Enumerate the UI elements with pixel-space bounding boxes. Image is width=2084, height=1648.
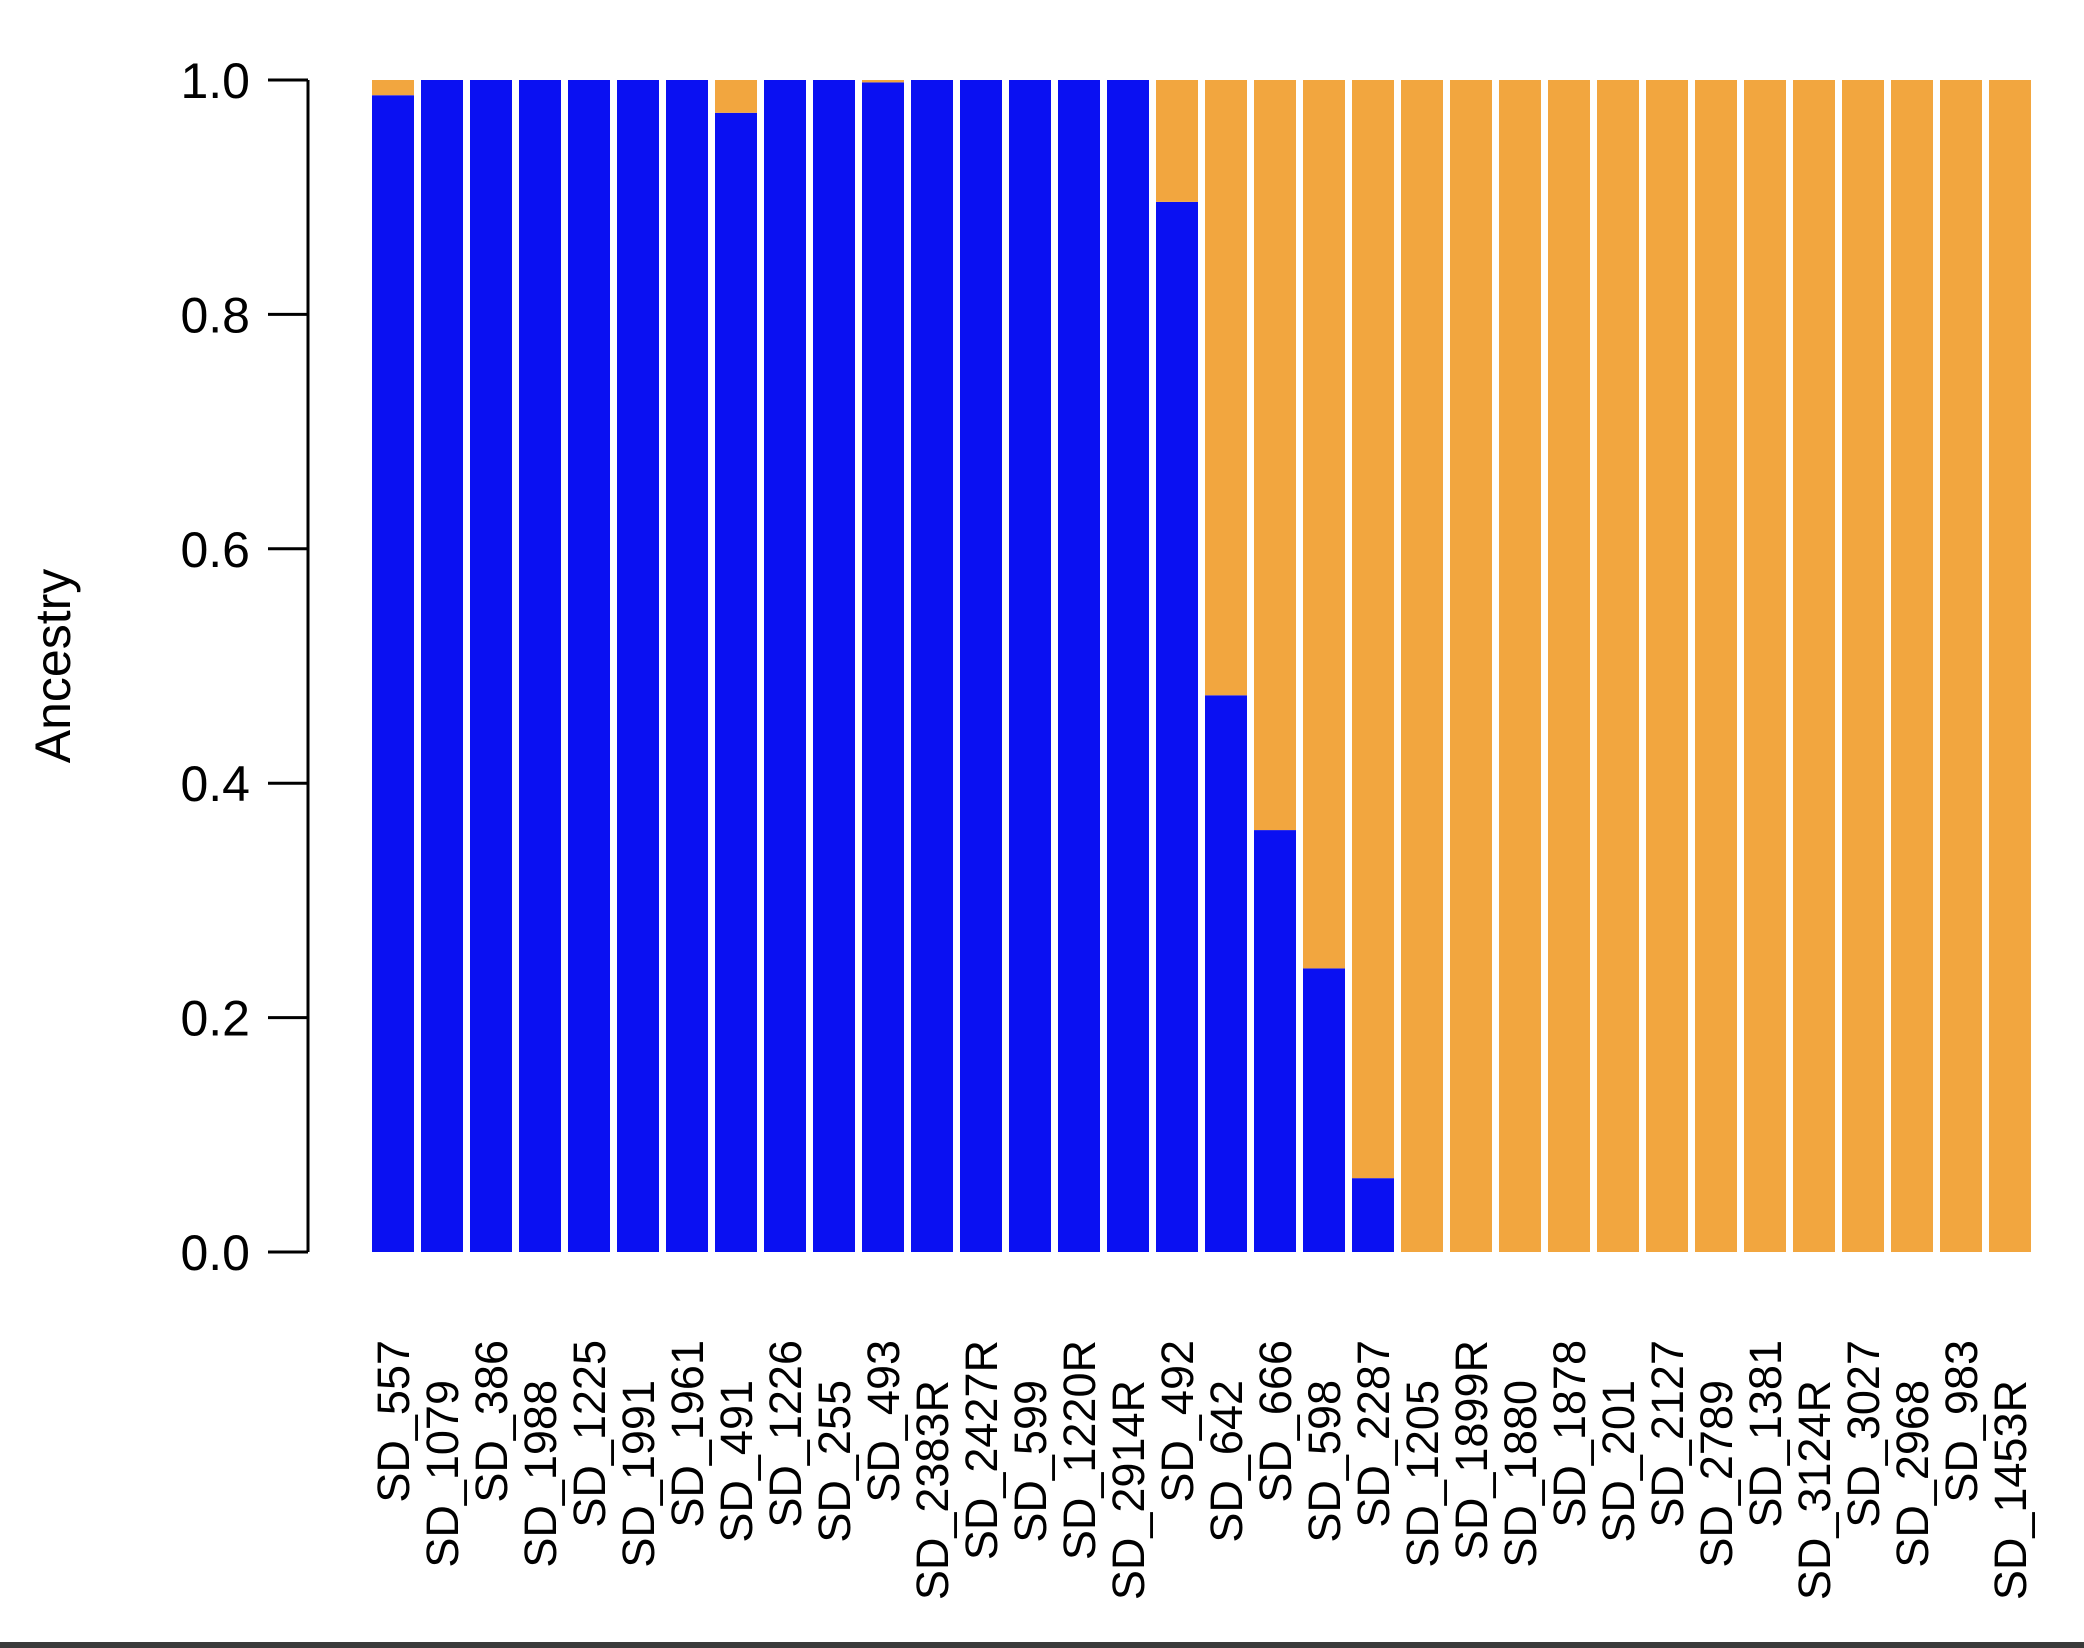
bar-segment-SD_557-s1 xyxy=(372,95,414,1253)
x-tick-label: SD_557 xyxy=(368,1340,419,1503)
bar-segment-SD_386-s1 xyxy=(470,80,512,1252)
bar-segment-SD_1988-s1 xyxy=(519,80,561,1252)
x-tick-label: SD_1991 xyxy=(613,1380,664,1568)
bar-segment-SD_2287-s1 xyxy=(1352,1178,1394,1252)
x-tick-label: SD_666 xyxy=(1250,1340,1301,1503)
bar-segment-SD_2287-s2 xyxy=(1352,80,1394,1179)
bar-segment-SD_598-s2 xyxy=(1303,80,1345,969)
bar-segment-SD_2383R-s1 xyxy=(911,80,953,1252)
bar-segment-SD_493-s2 xyxy=(862,80,904,83)
x-tick-label: SD_1878 xyxy=(1544,1340,1595,1528)
x-tick-label: SD_599 xyxy=(1005,1380,1056,1543)
x-tick-label: SD_1226 xyxy=(760,1340,811,1528)
x-tick-label: SD_1961 xyxy=(662,1340,713,1528)
x-tick-label: SD_2914R xyxy=(1103,1380,1154,1600)
bar-segment-SD_598-s1 xyxy=(1303,968,1345,1252)
bar-segment-SD_255-s1 xyxy=(813,80,855,1252)
y-axis: 0.0 0.2 0.4 0.6 0.8 1.0 xyxy=(180,53,310,1281)
bar-segment-SD_2914R-s1 xyxy=(1107,80,1149,1252)
x-tick-label: SD_2427R xyxy=(956,1340,1007,1560)
bar-segment-SD_557-s2 xyxy=(372,80,414,96)
bar-segment-SD_1205-s2 xyxy=(1401,80,1443,1252)
bar-segment-SD_493-s1 xyxy=(862,82,904,1253)
x-tick-label: SD_1225 xyxy=(564,1340,615,1528)
bar-group xyxy=(372,80,2031,1253)
y-tick-label: 0.6 xyxy=(180,522,250,578)
bar-segment-SD_492-s1 xyxy=(1156,201,1198,1253)
x-axis-labels: SD_557SD_1079SD_386SD_1988SD_1225SD_1991… xyxy=(368,1340,2036,1600)
x-tick-label: SD_3124R xyxy=(1789,1380,1840,1600)
x-tick-label: SD_2383R xyxy=(907,1380,958,1600)
bar-segment-SD_1880-s2 xyxy=(1499,80,1541,1252)
y-axis-title: Ancestry xyxy=(25,569,81,764)
bar-segment-SD_3124R-s2 xyxy=(1793,80,1835,1252)
bar-segment-SD_201-s2 xyxy=(1597,80,1639,1252)
bar-segment-SD_1226-s1 xyxy=(764,80,806,1252)
y-tick-label: 1.0 xyxy=(180,53,250,109)
bar-segment-SD_2127-s2 xyxy=(1646,80,1688,1252)
x-tick-label: SD_492 xyxy=(1152,1340,1203,1503)
x-tick-label: SD_2968 xyxy=(1887,1380,1938,1568)
x-tick-label: SD_255 xyxy=(809,1380,860,1543)
x-tick-label: SD_1220R xyxy=(1054,1340,1105,1560)
bar-segment-SD_1220R-s1 xyxy=(1058,80,1100,1252)
bar-segment-SD_3027-s2 xyxy=(1842,80,1884,1252)
x-tick-label: SD_493 xyxy=(858,1340,909,1503)
y-tick-label: 0.8 xyxy=(180,287,250,343)
bar-segment-SD_491-s1 xyxy=(715,112,757,1252)
bar-segment-SD_1079-s1 xyxy=(421,80,463,1252)
x-tick-label: SD_1899R xyxy=(1446,1340,1497,1560)
bar-segment-SD_1453R-s2 xyxy=(1989,80,2031,1252)
bar-segment-SD_642-s1 xyxy=(1205,695,1247,1252)
x-tick-label: SD_386 xyxy=(466,1340,517,1503)
x-tick-label: SD_1880 xyxy=(1495,1380,1546,1568)
bar-segment-SD_1225-s1 xyxy=(568,80,610,1252)
bar-segment-SD_642-s2 xyxy=(1205,80,1247,696)
x-tick-label: SD_201 xyxy=(1593,1380,1644,1543)
y-tick-label: 0.4 xyxy=(180,756,250,812)
x-tick-label: SD_491 xyxy=(711,1380,762,1543)
x-tick-label: SD_2789 xyxy=(1691,1380,1742,1568)
x-tick-label: SD_1988 xyxy=(515,1380,566,1568)
bar-segment-SD_2789-s2 xyxy=(1695,80,1737,1252)
bar-segment-SD_599-s1 xyxy=(1009,80,1051,1252)
bar-segment-SD_492-s2 xyxy=(1156,80,1198,202)
x-tick-label: SD_2287 xyxy=(1348,1340,1399,1528)
bar-segment-SD_666-s2 xyxy=(1254,80,1296,831)
x-tick-label: SD_598 xyxy=(1299,1380,1350,1543)
bar-segment-SD_1991-s1 xyxy=(617,80,659,1252)
bar-segment-SD_2427R-s1 xyxy=(960,80,1002,1252)
bar-segment-SD_1381-s2 xyxy=(1744,80,1786,1252)
x-tick-label: SD_3027 xyxy=(1838,1340,1889,1528)
bar-segment-SD_983-s2 xyxy=(1940,80,1982,1252)
bar-segment-SD_1961-s1 xyxy=(666,80,708,1252)
x-tick-label: SD_1205 xyxy=(1397,1380,1448,1568)
x-tick-label: SD_2127 xyxy=(1642,1340,1693,1528)
y-tick-label: 0.0 xyxy=(180,1225,250,1281)
x-tick-label: SD_1453R xyxy=(1985,1380,2036,1600)
bottom-border xyxy=(0,1642,2084,1648)
x-tick-label: SD_983 xyxy=(1936,1340,1987,1503)
x-tick-label: SD_1381 xyxy=(1740,1340,1791,1528)
bar-segment-SD_1899R-s2 xyxy=(1450,80,1492,1252)
bar-segment-SD_491-s2 xyxy=(715,80,757,113)
x-tick-label: SD_1079 xyxy=(417,1380,468,1568)
x-tick-label: SD_642 xyxy=(1201,1380,1252,1543)
bar-segment-SD_666-s1 xyxy=(1254,830,1296,1252)
bar-segment-SD_2968-s2 xyxy=(1891,80,1933,1252)
y-tick-label: 0.2 xyxy=(180,991,250,1047)
bar-segment-SD_1878-s2 xyxy=(1548,80,1590,1252)
